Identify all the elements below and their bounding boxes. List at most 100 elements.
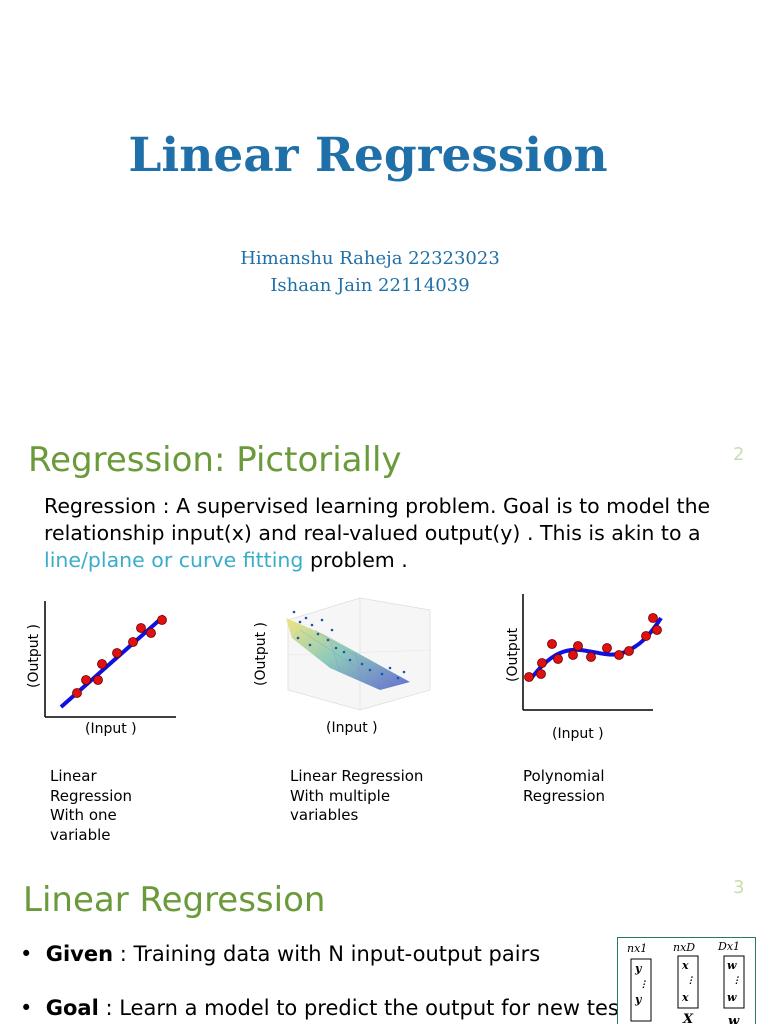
data-point <box>348 658 352 662</box>
data-point <box>380 672 384 676</box>
bullet-dot: • <box>20 942 46 966</box>
data-point <box>652 625 662 635</box>
grid-line <box>314 629 401 686</box>
data-point <box>136 623 146 633</box>
slide3-heading: Linear Regression <box>23 880 326 920</box>
data-point <box>524 672 534 682</box>
data-point <box>537 658 547 668</box>
body-text-start: Regression : A supervised learning probl… <box>44 494 711 545</box>
data-point <box>402 670 406 674</box>
data-point <box>368 668 372 672</box>
data-point <box>547 639 557 649</box>
data-point <box>536 669 546 679</box>
grid-line <box>354 651 363 681</box>
data-point <box>296 636 300 640</box>
author-list: Himanshu Raheja 22323023 Ishaan Jain 221… <box>0 245 740 299</box>
vector-w-box <box>723 955 745 1009</box>
fit-curve <box>528 616 663 682</box>
data-point <box>146 628 156 638</box>
data-point <box>320 618 324 622</box>
figure2-ylabel: (Output ) <box>253 621 269 686</box>
bullet-goal: • Goal : Learn a model to predict the ou… <box>20 996 627 1020</box>
figure-polynomial <box>522 594 663 711</box>
figure2-caption: Linear Regression With multiple variable… <box>290 767 424 824</box>
data-point <box>614 650 624 660</box>
data-point <box>93 675 103 685</box>
bullet-dot: • <box>20 996 46 1020</box>
data-point <box>128 637 138 647</box>
x1-entry: x <box>681 959 689 972</box>
data-point <box>342 650 346 654</box>
data-point <box>326 638 330 642</box>
matrix-label-y: nx1 <box>627 942 647 955</box>
vector-y-box <box>630 958 652 1022</box>
vdots: ⋮ <box>686 976 695 986</box>
y1-entry: y <box>634 962 643 975</box>
data-point <box>648 613 658 623</box>
w1-entry: w <box>727 959 737 972</box>
data-point <box>298 620 302 624</box>
vdots: ⋮ <box>639 980 648 990</box>
figure2-xlabel: (Input ) <box>326 720 378 736</box>
slide3-number: 3 <box>733 877 745 898</box>
matrix-x-box <box>677 955 699 1009</box>
figure1-caption: Linear Regression With one variable <box>50 767 133 844</box>
data-point <box>72 688 82 698</box>
data-point <box>157 615 167 625</box>
data-point <box>112 648 122 658</box>
data-point <box>388 666 392 670</box>
yn-entry: y <box>634 993 643 1006</box>
body-highlight: line/plane or curve fitting <box>44 548 304 572</box>
slide-title: Linear Regression <box>128 128 608 183</box>
figure3-caption: Polynomial Regression <box>523 767 606 805</box>
data-point <box>396 676 400 680</box>
matrix-label-x: nxD <box>673 941 695 954</box>
body-text-end: problem . <box>303 548 408 572</box>
matrix-frame <box>617 937 756 1024</box>
data-point <box>330 628 334 632</box>
data-point <box>568 650 578 660</box>
data-point <box>602 643 612 653</box>
author-2: Ishaan Jain 22114039 <box>270 275 470 296</box>
data-point <box>360 662 364 666</box>
figure-linear-one-var <box>44 601 176 718</box>
figure1-xlabel: (Input ) <box>85 721 137 737</box>
data-point <box>304 616 308 620</box>
bullet-given: • Given : Training data with N input-out… <box>20 942 540 966</box>
matrix-illustration: nx1 nxD Dx1 y ⋮ y x ⋮ x w ⋮ w X w <box>617 937 756 1024</box>
vector-w-symbol: w <box>728 1014 740 1024</box>
figure3-xlabel: (Input ) <box>552 726 604 742</box>
data-point <box>292 610 296 614</box>
matrix-label-w: Dx1 <box>717 940 740 953</box>
vdots: ⋮ <box>732 976 741 986</box>
figure3-ylabel: (Output <box>505 627 521 682</box>
slide2-body: Regression : A supervised learning probl… <box>44 493 724 574</box>
data-point <box>308 643 312 647</box>
grid-line <box>287 649 431 656</box>
bullet-text: : Learn a model to predict the output fo… <box>98 996 628 1020</box>
data-point <box>573 641 583 651</box>
bullet-text: : Training data with N input-output pair… <box>113 942 541 966</box>
regression-plane <box>286 618 410 690</box>
data-point <box>310 623 314 627</box>
xn-entry: x <box>681 991 689 1004</box>
data-point <box>334 646 338 650</box>
grid-line <box>379 665 383 690</box>
data-point <box>316 632 320 636</box>
data-point <box>586 652 596 662</box>
grid-line <box>329 639 341 673</box>
matrix-X-symbol: X <box>682 1012 694 1024</box>
grid-line <box>299 629 389 689</box>
author-1: Himanshu Raheja 22323023 <box>240 248 500 269</box>
figure-linear-multi-var <box>286 597 431 711</box>
figure1-ylabel: (Output ) <box>26 623 42 688</box>
bullet-label: Given <box>45 942 114 966</box>
wd-entry: w <box>727 991 737 1004</box>
slide2-heading: Regression: Pictorially <box>28 440 402 480</box>
slide2-number: 2 <box>733 444 745 465</box>
data-point <box>641 631 651 641</box>
data-point <box>97 659 107 669</box>
data-point <box>624 646 634 656</box>
bullet-label: Goal <box>45 996 99 1020</box>
data-point <box>553 654 563 664</box>
